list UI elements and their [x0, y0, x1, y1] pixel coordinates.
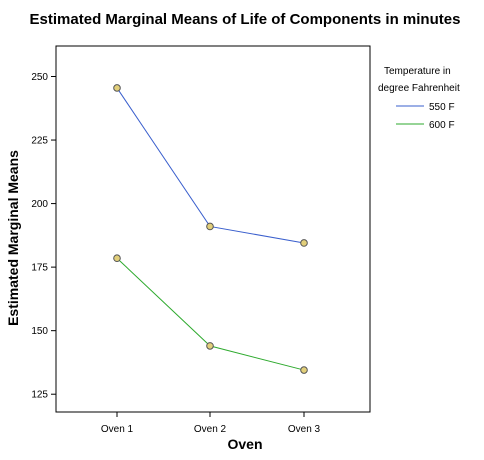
y-tick-label: 125: [31, 390, 48, 401]
data-point-1-1: [206, 342, 214, 350]
legend: Temperature in degree Fahrenheit 550 F 6…: [378, 66, 460, 131]
data-point-1-2: [300, 366, 308, 374]
y-tick-label: 175: [31, 263, 48, 274]
legend-title-line-2: degree Fahrenheit: [378, 83, 460, 94]
legend-label-550f: 550 F: [429, 102, 455, 113]
y-tick-label: 250: [31, 72, 48, 83]
x-axis-label: Oven: [227, 436, 262, 452]
y-tick-label: 150: [31, 326, 48, 337]
series-group: [113, 84, 308, 374]
y-tick-label: 225: [31, 136, 48, 147]
legend-title-line-1: Temperature in: [384, 66, 451, 77]
chart-title: Estimated Marginal Means of Life of Comp…: [30, 11, 461, 28]
y-axis: 125 150 175 200 225 250: [31, 72, 56, 401]
x-tick-label: Oven 1: [101, 424, 134, 435]
x-axis: Oven 1 Oven 2 Oven 3: [101, 412, 321, 435]
x-tick-label: Oven 3: [288, 424, 321, 435]
x-tick-label: Oven 2: [194, 424, 227, 435]
data-point-0-0: [113, 84, 121, 92]
plot-area: [55, 45, 371, 413]
data-point-0-1: [206, 222, 214, 231]
y-tick-label: 200: [31, 199, 48, 210]
data-point-0-2: [300, 239, 308, 247]
y-axis-label: Estimated Marginal Means: [5, 150, 21, 326]
legend-label-600f: 600 F: [429, 120, 455, 131]
data-point-1-0: [113, 254, 121, 263]
